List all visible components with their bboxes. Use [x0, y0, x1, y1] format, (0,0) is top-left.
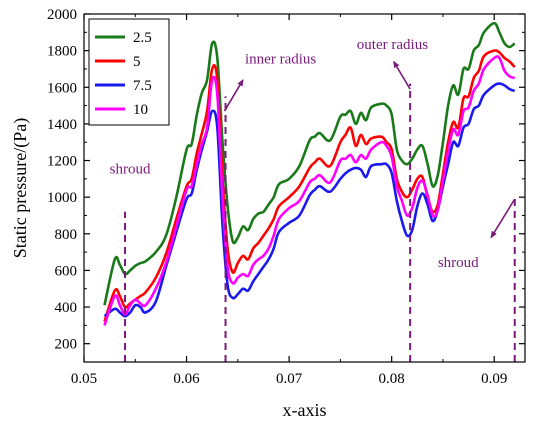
- x-axis-ticks: 0.05 0.06 0.07 0.08 0.09: [71, 14, 507, 387]
- x-tick-label: 0.06: [173, 371, 200, 387]
- plot-frame: [83, 13, 526, 363]
- x-axis-title: x-axis: [283, 400, 327, 420]
- series-line-4: [103, 55, 516, 326]
- y-tick-label: 1800: [47, 44, 77, 60]
- series-line-3: [103, 82, 516, 318]
- y-tick-label: 1600: [47, 80, 77, 96]
- annotation-label-1: shroud: [110, 161, 151, 177]
- annotation-arrow-1: [223, 79, 244, 112]
- y-tick-label: 2000: [47, 7, 77, 23]
- y-tick-label: 1400: [47, 117, 77, 133]
- y-axis-ticks: 200 400 600 800 1000 1200 1400 1600 1800 2000: [47, 7, 525, 353]
- legend-label-4: 10: [133, 102, 148, 118]
- series-line-2: [103, 49, 516, 323]
- y-tick-label: 1200: [47, 154, 77, 170]
- y-axis-title: Static pressure/(Pa): [10, 118, 31, 258]
- legend-label-3: 7.5: [133, 78, 152, 94]
- annotation-arrow-3: [490, 198, 516, 239]
- y-tick-label: 1000: [47, 190, 77, 206]
- annotation-label-4: shroud: [438, 255, 479, 271]
- annotation-label-2: inner radius: [245, 51, 316, 67]
- annotation-label-3: outer radius: [357, 37, 428, 53]
- series-layer: [103, 21, 516, 326]
- series-line-1: [103, 21, 516, 306]
- x-tick-label: 0.09: [481, 371, 507, 387]
- y-tick-label: 800: [55, 227, 78, 243]
- annotation-layer: shroud inner radius outer radius shroud: [110, 37, 480, 271]
- annotation-arrow-2: [393, 60, 411, 90]
- arrow-layer: [223, 60, 516, 239]
- legend-label-2: 5: [133, 54, 141, 70]
- vline-layer: [124, 83, 516, 362]
- x-tick-label: 0.05: [71, 371, 97, 387]
- y-tick-label: 400: [55, 300, 78, 316]
- x-tick-label: 0.08: [379, 371, 405, 387]
- y-tick-label: 200: [55, 337, 78, 353]
- y-tick-label: 600: [55, 263, 78, 279]
- x-tick-label: 0.07: [276, 371, 303, 387]
- legend: 2.5 5 7.5 10: [88, 18, 170, 126]
- legend-label-1: 2.5: [133, 30, 152, 46]
